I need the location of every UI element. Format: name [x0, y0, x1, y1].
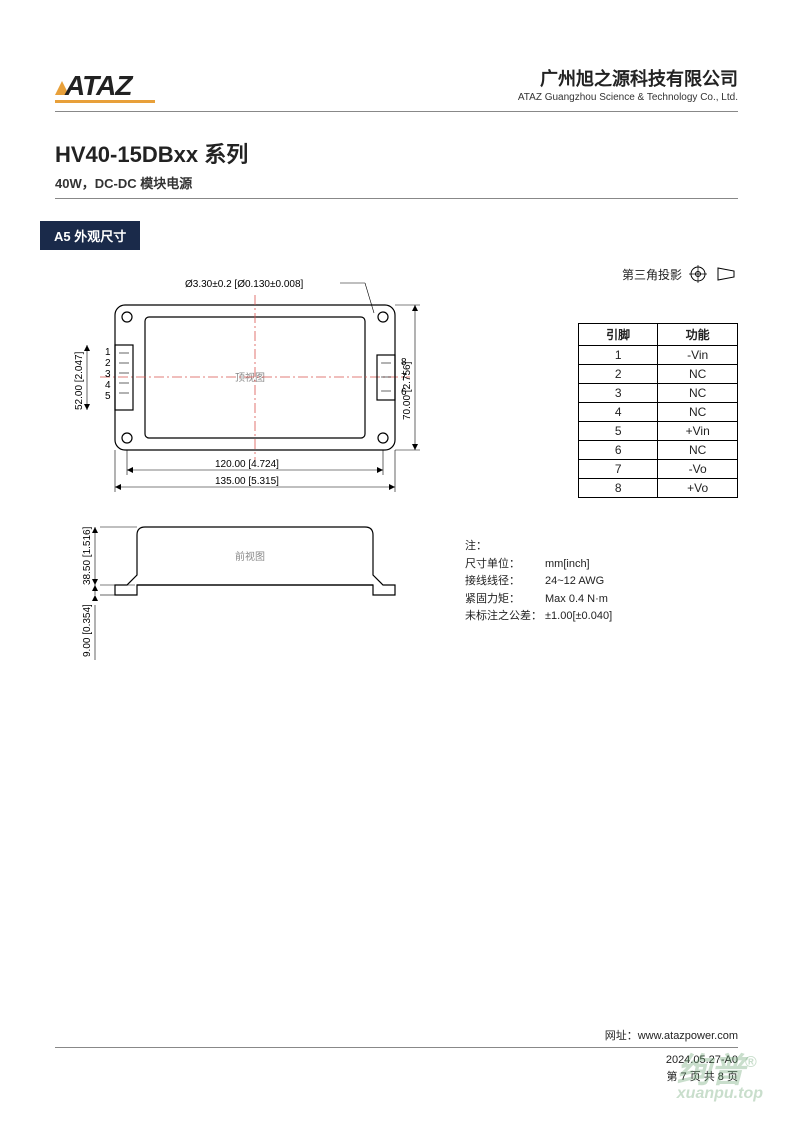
dim-depth: 38.50 [1.516] — [82, 526, 93, 585]
info-column: 第三角投影 引脚 功能 — [465, 265, 738, 710]
watermark-sub: xuanpu.top — [677, 1087, 763, 1101]
table-row: 7-Vo — [579, 460, 738, 479]
notes-heading: 注： — [465, 538, 738, 556]
logo-text: ATAZ — [65, 70, 132, 101]
table-header-row: 引脚 功能 — [579, 324, 738, 346]
table-row: 4NC — [579, 403, 738, 422]
datasheet-page: ATAZ 广州旭之源科技有限公司 ATAZ Guangzhou Science … — [0, 0, 793, 1121]
front-view-label: 前视图 — [235, 550, 265, 563]
company-block: 广州旭之源科技有限公司 ATAZ Guangzhou Science & Tec… — [518, 65, 738, 103]
product-subtitle: 40W，DC-DC 模块电源 — [55, 173, 738, 192]
pin-label-5: 5 — [105, 391, 111, 402]
company-name-cn: 广州旭之源科技有限公司 — [518, 65, 738, 91]
drawing-column: Ø3.30±0.2 [Ø0.130±0.008] 顶视图 — [55, 265, 435, 710]
title-block: HV40-15DBxx 系列 40W，DC-DC 模块电源 — [55, 137, 738, 199]
dim-foot: 9.00 [0.354] — [82, 604, 93, 657]
pin-label-3: 3 — [105, 369, 111, 380]
dim-height-inner: 52.00 [2.047] — [74, 351, 85, 410]
note-line: 未标注之公差：±1.00[±0.040] — [465, 608, 738, 626]
pin-table-body: 1-Vin 2NC 3NC 4NC 5+Vin 6NC 7-Vo 8+Vo — [579, 346, 738, 498]
page-footer: 网址：www.atazpower.com 2024.05.27-A0 第 7 页… — [55, 1027, 738, 1086]
table-row: 5+Vin — [579, 422, 738, 441]
projection-text: 第三角投影 — [622, 266, 682, 283]
note-line: 尺寸单位：mm[inch] — [465, 556, 738, 574]
projection-cone-icon — [716, 265, 738, 283]
footer-page: 第 7 页 共 8 页 — [55, 1068, 738, 1084]
mechanical-drawing: Ø3.30±0.2 [Ø0.130±0.008] 顶视图 — [55, 265, 435, 705]
table-row: 3NC — [579, 384, 738, 403]
pin-label-4: 4 — [105, 380, 111, 391]
url-value: www.atazpower.com — [638, 1030, 738, 1042]
th-func: 功能 — [658, 324, 738, 346]
page-header: ATAZ 广州旭之源科技有限公司 ATAZ Guangzhou Science … — [55, 65, 738, 112]
logo-block: ATAZ — [55, 70, 155, 103]
top-view-label: 顶视图 — [235, 371, 265, 384]
dim-width-inner: 120.00 [4.724] — [215, 459, 279, 470]
th-pin: 引脚 — [579, 324, 658, 346]
table-row: 6NC — [579, 441, 738, 460]
pin-label-1: 1 — [105, 347, 111, 358]
product-series: HV40-15DBxx 系列 — [55, 137, 738, 169]
pin-function-table: 引脚 功能 1-Vin 2NC 3NC 4NC 5+Vin 6NC 7-Vo 8… — [578, 323, 738, 498]
pin-label-2: 2 — [105, 358, 111, 369]
brand-logo: ATAZ — [55, 70, 155, 102]
dim-height-outer: 70.00 [2.756] — [402, 361, 413, 420]
section-badge: A5 外观尺寸 — [40, 221, 140, 250]
footer-url-line: 网址：www.atazpower.com — [55, 1027, 738, 1048]
note-line: 接线线径：24~12 AWG — [465, 573, 738, 591]
projection-circle-icon — [688, 265, 710, 283]
note-line: 紧固力矩：Max 0.4 N·m — [465, 591, 738, 609]
notes-block: 注： 尺寸单位：mm[inch] 接线线径：24~12 AWG 紧固力矩：Max… — [465, 538, 738, 626]
url-label: 网址： — [605, 1030, 638, 1042]
company-name-en: ATAZ Guangzhou Science & Technology Co.,… — [518, 92, 738, 103]
content-area: Ø3.30±0.2 [Ø0.130±0.008] 顶视图 — [55, 265, 738, 710]
footer-date: 2024.05.27-A0 — [55, 1054, 738, 1066]
table-row: 2NC — [579, 365, 738, 384]
dim-width-outer: 135.00 [5.315] — [215, 476, 279, 487]
table-row: 8+Vo — [579, 479, 738, 498]
projection-label-row: 第三角投影 — [465, 265, 738, 283]
hole-dim-label: Ø3.30±0.2 [Ø0.130±0.008] — [185, 279, 304, 290]
table-row: 1-Vin — [579, 346, 738, 365]
registered-icon: ® — [745, 1054, 757, 1071]
